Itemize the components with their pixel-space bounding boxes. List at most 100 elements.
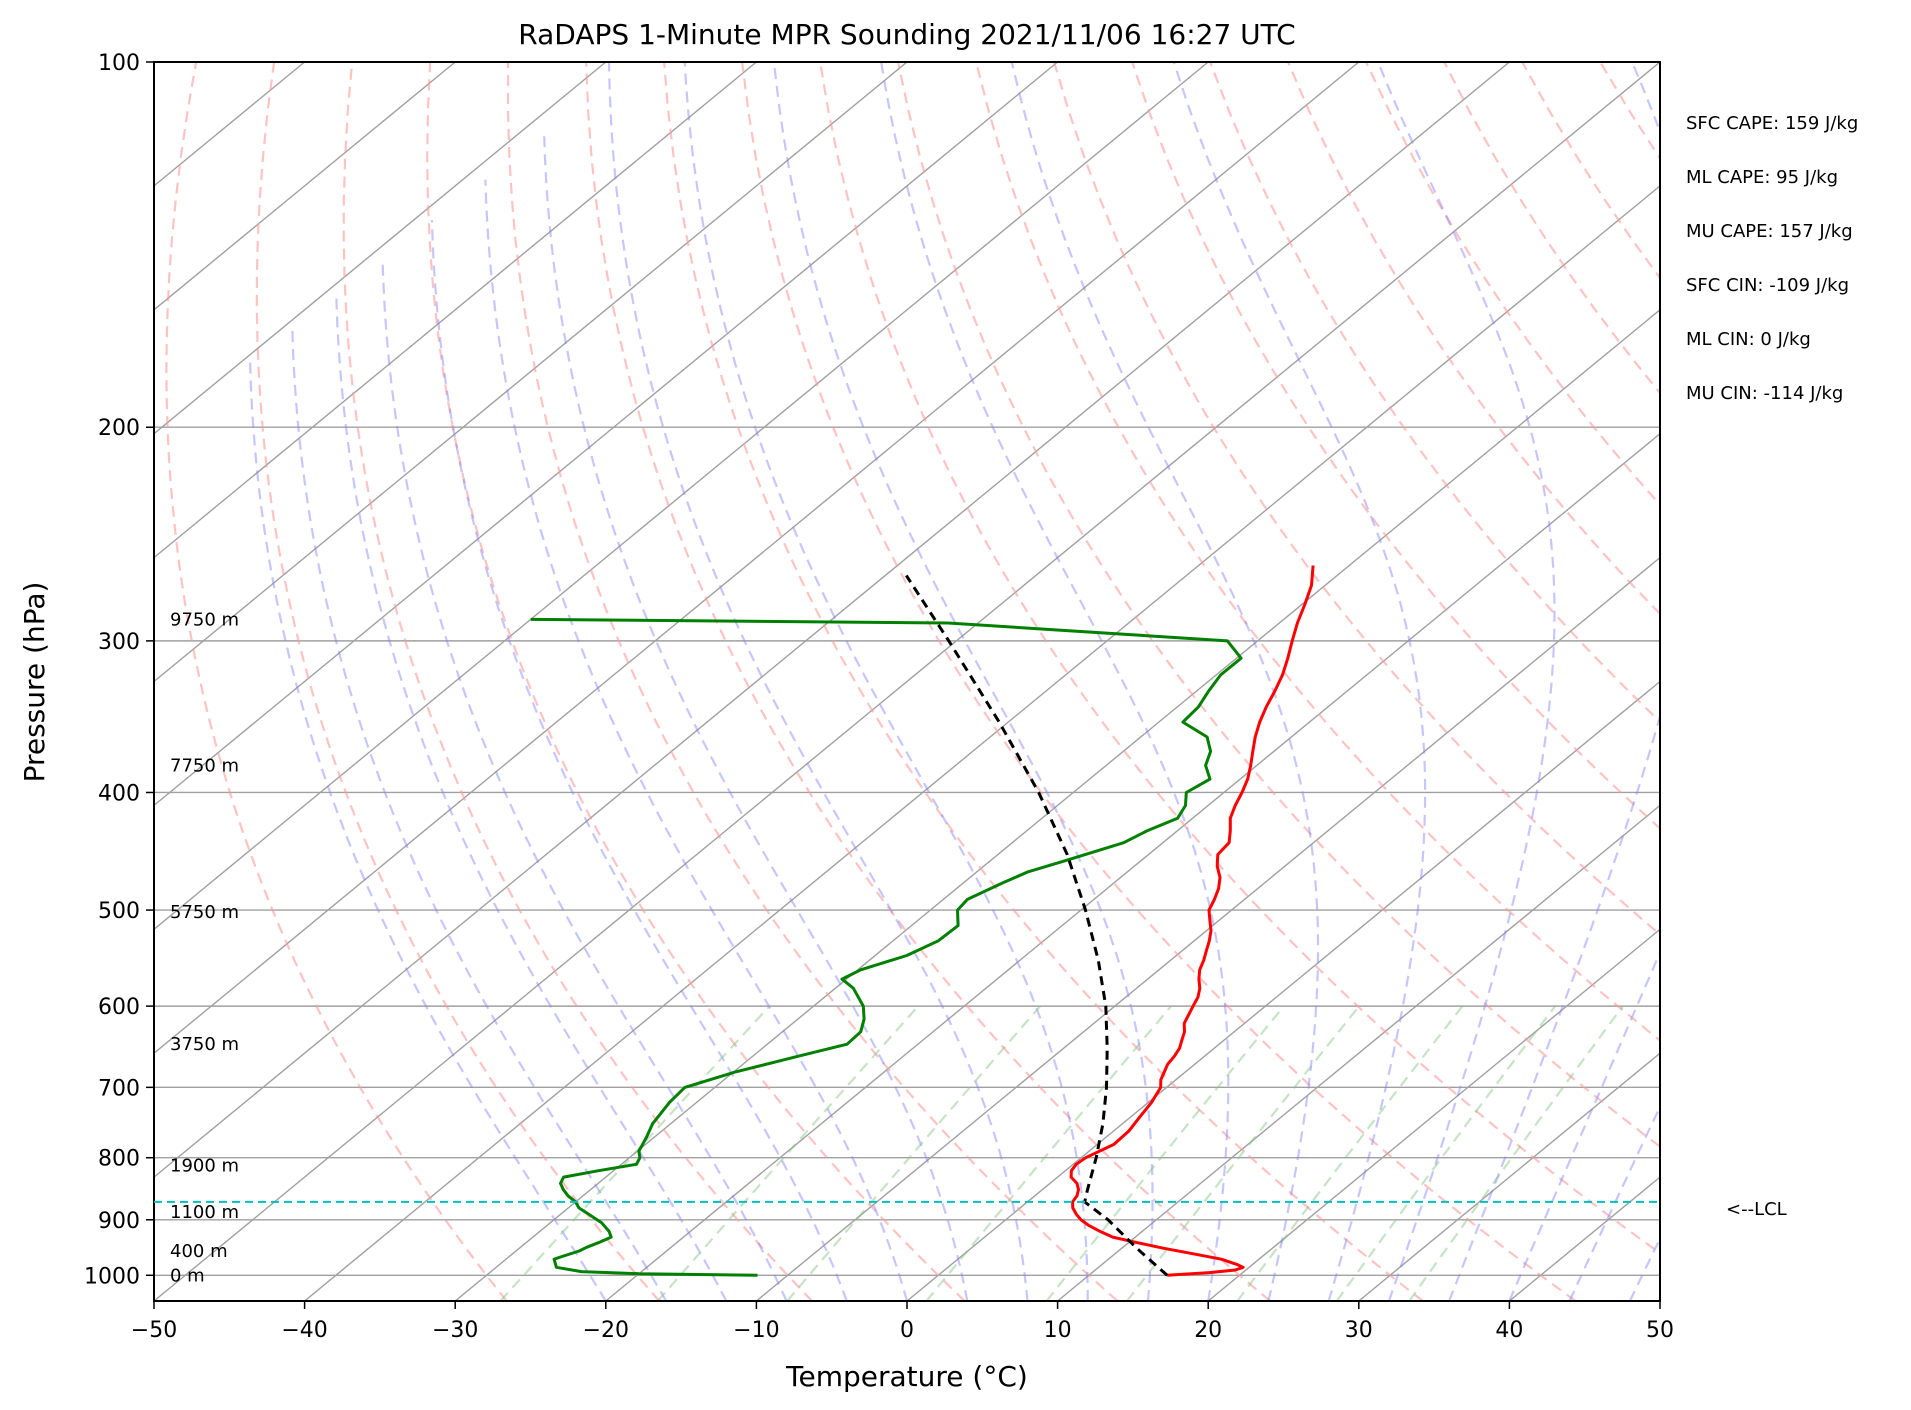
x-tick-label: −10	[733, 1318, 779, 1343]
x-tick-label: 30	[1345, 1318, 1373, 1343]
dry-adiabat-line	[1678, 62, 1911, 1301]
height-label: 1100 m	[170, 1202, 239, 1223]
dry-adiabat-line	[1209, 62, 1660, 724]
stats-panel: SFC CAPE: 159 J/kg ML CAPE: 95 J/kg MU CAP…	[1686, 113, 1858, 404]
stat-text: MU CIN: -114 J/kg	[1686, 383, 1843, 404]
y-tick-label: 900	[98, 1209, 140, 1234]
mixing-ratio-line	[656, 1005, 920, 1301]
dry-adiabat-line	[1443, 62, 1660, 395]
y-tick-label: 800	[98, 1147, 140, 1172]
y-tick-label: 700	[98, 1076, 140, 1101]
isotherm-line	[1659, 1300, 1660, 1301]
mixing-ratio-line	[1335, 1005, 1557, 1301]
moist-adiabat-line	[248, 356, 607, 1301]
stat-text: ML CAPE: 95 J/kg	[1686, 167, 1838, 188]
moist-adiabat-line	[1377, 62, 1556, 1301]
dry-adiabat-line	[975, 62, 1660, 1042]
y-tick-label: 100	[98, 51, 140, 76]
x-tick-label: 40	[1495, 1318, 1523, 1343]
stat-text: SFC CAPE: 159 J/kg	[1686, 113, 1858, 134]
height-label: 0 m	[170, 1265, 205, 1286]
mixing-ratio-line	[925, 1005, 1172, 1301]
isotherm-line	[154, 62, 456, 311]
moist-adiabat-line	[484, 179, 909, 1301]
dry-adiabat-line	[897, 62, 1660, 1148]
height-labels: 0 m 400 m 1100 m 1900 m 3750 m 5750 m 7750 m 97…	[170, 609, 239, 1286]
y-tick-label: 1000	[84, 1264, 140, 1289]
temperature-line	[1069, 565, 1315, 1277]
isotherm-line	[1358, 1052, 1660, 1301]
lcl-label: <--LCL	[1726, 1199, 1787, 1220]
moist-adiabat-line	[607, 62, 1029, 1301]
mixing-ratio-line	[1236, 1005, 1464, 1301]
parcel-profile-line	[905, 574, 1169, 1277]
isotherm-line	[0, 62, 3, 1301]
height-label: 1900 m	[170, 1156, 239, 1177]
isotherm-line	[154, 62, 757, 559]
dry-adiabat-line	[165, 62, 508, 1301]
height-label: 5750 m	[170, 902, 239, 923]
dry-adiabat-line	[1287, 62, 1660, 616]
y-tick-label: 400	[98, 781, 140, 806]
stat-text: SFC CIN: -109 J/kg	[1686, 275, 1849, 296]
dry-adiabat-line	[663, 62, 1424, 1301]
isotherm-line	[1508, 1176, 1660, 1301]
dry-adiabat-line	[1131, 62, 1660, 830]
y-axis: 100 200 300 400 500 600 700 800 900 1000	[84, 51, 154, 1289]
isotherm-line	[454, 308, 1660, 1301]
isotherm-line	[1207, 928, 1660, 1301]
y-tick-label: 500	[98, 899, 140, 924]
x-axis: −50 −40 −30 −20 −10 0 10 20 30 40 50	[131, 1301, 1674, 1343]
moist-adiabat-line	[1508, 949, 1660, 1301]
dry-adiabat-line	[342, 62, 813, 1301]
chart-title: RaDAPS 1-Minute MPR Sounding 2021/11/06 …	[518, 18, 1295, 51]
isotherm-line	[1057, 804, 1660, 1301]
isotherm-line	[154, 62, 607, 435]
isotherm-line	[1811, 62, 1911, 1301]
isotherm-line	[154, 62, 1660, 1301]
moist-adiabat-line	[1448, 62, 1660, 1301]
isotherm-line	[154, 62, 1510, 1179]
x-tick-label: 20	[1194, 1318, 1222, 1343]
height-label: 7750 m	[170, 755, 239, 776]
dry-adiabat-line	[506, 62, 1119, 1301]
lcl-group: <--LCL	[154, 1199, 1787, 1220]
isotherm-line	[304, 184, 1660, 1301]
stat-text: MU CAPE: 157 J/kg	[1686, 221, 1853, 242]
x-tick-label: 50	[1646, 1318, 1674, 1343]
moist-adiabat-line	[381, 257, 788, 1301]
height-label: 400 m	[170, 1241, 228, 1262]
dry-adiabat-line	[1053, 62, 1660, 936]
x-tick-label: −30	[432, 1318, 478, 1343]
mixing-ratio-line	[499, 1005, 771, 1301]
isotherm-line	[605, 432, 1660, 1301]
isotherm-line	[755, 556, 1660, 1301]
moist-adiabat-line	[683, 62, 1089, 1301]
height-label: 9750 m	[170, 609, 239, 630]
height-label: 3750 m	[170, 1034, 239, 1055]
y-tick-label: 300	[98, 630, 140, 655]
dry-adiabat-line	[255, 62, 661, 1301]
isotherm-line	[154, 62, 1360, 1055]
x-tick-label: −50	[131, 1318, 177, 1343]
dry-adiabat-line	[819, 62, 1660, 1255]
series-lines	[530, 565, 1315, 1277]
dry-adiabat-line	[1521, 62, 1660, 280]
dry-adiabat-line	[426, 62, 966, 1301]
dry-adiabat-line	[585, 62, 1271, 1301]
moist-adiabat-line	[1010, 62, 1320, 1301]
x-axis-label: Temperature (°C)	[785, 1360, 1028, 1393]
isotherm-line	[154, 62, 1209, 931]
y-axis-label: Pressure (hPa)	[18, 582, 51, 783]
moist-adiabat-line	[291, 325, 667, 1301]
x-tick-label: 0	[900, 1318, 914, 1343]
moist-adiabat-line	[880, 62, 1230, 1301]
x-tick-label: −40	[281, 1318, 327, 1343]
stat-text: ML CIN: 0 J/kg	[1686, 329, 1811, 350]
moist-adiabat-line	[1172, 62, 1427, 1301]
mixing-ratio-line	[1045, 1005, 1285, 1301]
y-tick-label: 200	[98, 416, 140, 441]
isotherm-line	[154, 62, 1059, 807]
